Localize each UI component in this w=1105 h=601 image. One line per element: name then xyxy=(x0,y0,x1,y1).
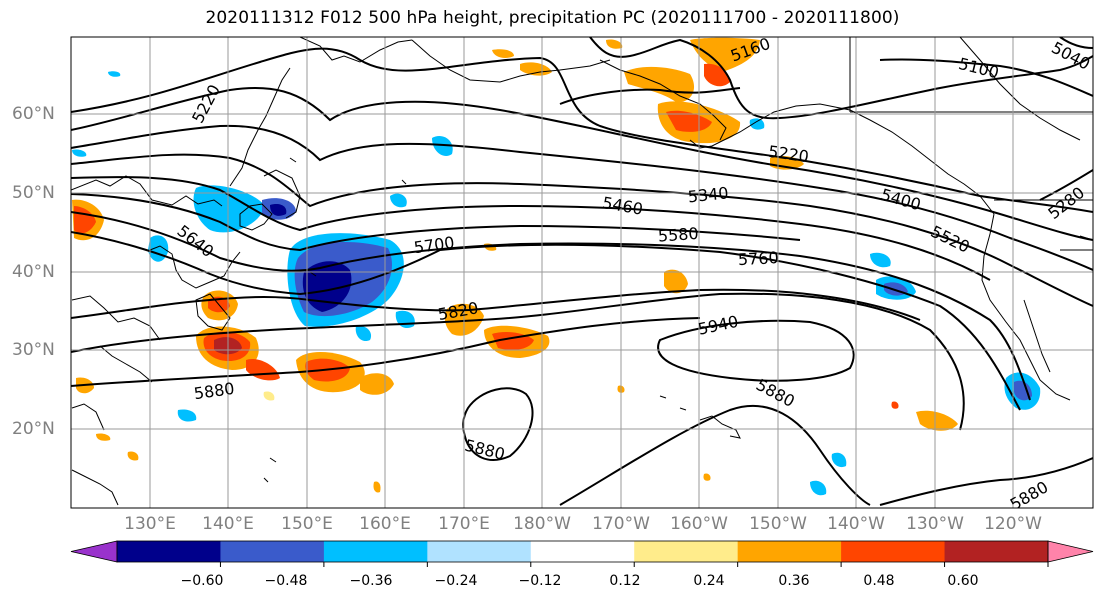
colorbar-segment xyxy=(323,541,428,562)
colorbar-segment xyxy=(944,541,1049,562)
contour-label: 5880 xyxy=(193,379,236,403)
colorbar-segment xyxy=(220,541,325,562)
contour-label: 5280 xyxy=(1044,183,1088,223)
contour-label: 5100 xyxy=(957,54,1001,82)
lon-label: 160°E xyxy=(359,514,411,534)
map-title: 2020111312 F012 500 hPa height, precipit… xyxy=(205,8,900,28)
colorbar-extend-min xyxy=(70,540,118,563)
contour-label: 5940 xyxy=(696,312,740,339)
colorbar-tick-label: 0.36 xyxy=(778,573,810,589)
lat-label: 50°N xyxy=(12,183,55,203)
lat-label: 60°N xyxy=(12,104,55,124)
colorbar-extend-max xyxy=(1047,540,1094,563)
colorbar-tick-label: 0.60 xyxy=(947,573,979,589)
colorbar-frame xyxy=(116,540,1049,563)
lon-label: 170°E xyxy=(438,514,490,534)
lat-label: 40°N xyxy=(12,262,55,282)
contour-label: 5340 xyxy=(687,183,729,206)
lon-label: 130°W xyxy=(906,514,964,534)
colorbar xyxy=(70,540,1094,567)
plot-frame xyxy=(70,36,1094,509)
lat-label: 30°N xyxy=(12,340,55,360)
lon-label: 160°W xyxy=(670,514,728,534)
lon-label: 170°W xyxy=(592,514,650,534)
colorbar-tick-label: −0.60 xyxy=(180,573,224,589)
colorbar-tick-label: 0.12 xyxy=(609,573,641,589)
colorbar-tick-label: −0.24 xyxy=(434,573,478,589)
lon-label: 140°W xyxy=(827,514,885,534)
contour-label: 5460 xyxy=(601,193,644,219)
precip-shading xyxy=(72,37,1041,496)
colorbar-segment xyxy=(427,541,532,562)
colorbar-segment xyxy=(841,541,946,562)
colorbar-segment xyxy=(530,541,635,562)
height-contours xyxy=(71,37,1093,506)
colorbar-tick-label: −0.48 xyxy=(264,573,308,589)
grid-lines xyxy=(71,37,1093,508)
colorbar-segment xyxy=(737,541,842,562)
contour-label: 5760 xyxy=(737,248,779,269)
lon-label: 140°E xyxy=(202,514,254,534)
contour-label: 5220 xyxy=(188,81,224,126)
lat-label: 20°N xyxy=(12,419,55,439)
colorbar-tick-label: −0.12 xyxy=(518,573,562,589)
colorbar-tick-label: −0.36 xyxy=(349,573,393,589)
lon-label: 150°W xyxy=(749,514,807,534)
lon-label: 120°W xyxy=(984,514,1042,534)
colorbar-segment xyxy=(117,541,221,562)
coastlines xyxy=(71,37,1093,506)
contour-label: 5400 xyxy=(879,185,923,214)
contour-label: 5580 xyxy=(657,224,699,246)
contour-label: 5700 xyxy=(413,233,456,257)
lon-label: 130°E xyxy=(124,514,176,534)
colorbar-segment xyxy=(634,541,739,562)
lon-label: 150°E xyxy=(281,514,333,534)
colorbar-tick-label: 0.24 xyxy=(693,573,725,589)
lon-label: 180°W xyxy=(513,514,571,534)
colorbar-tick-label: 0.48 xyxy=(863,573,895,589)
